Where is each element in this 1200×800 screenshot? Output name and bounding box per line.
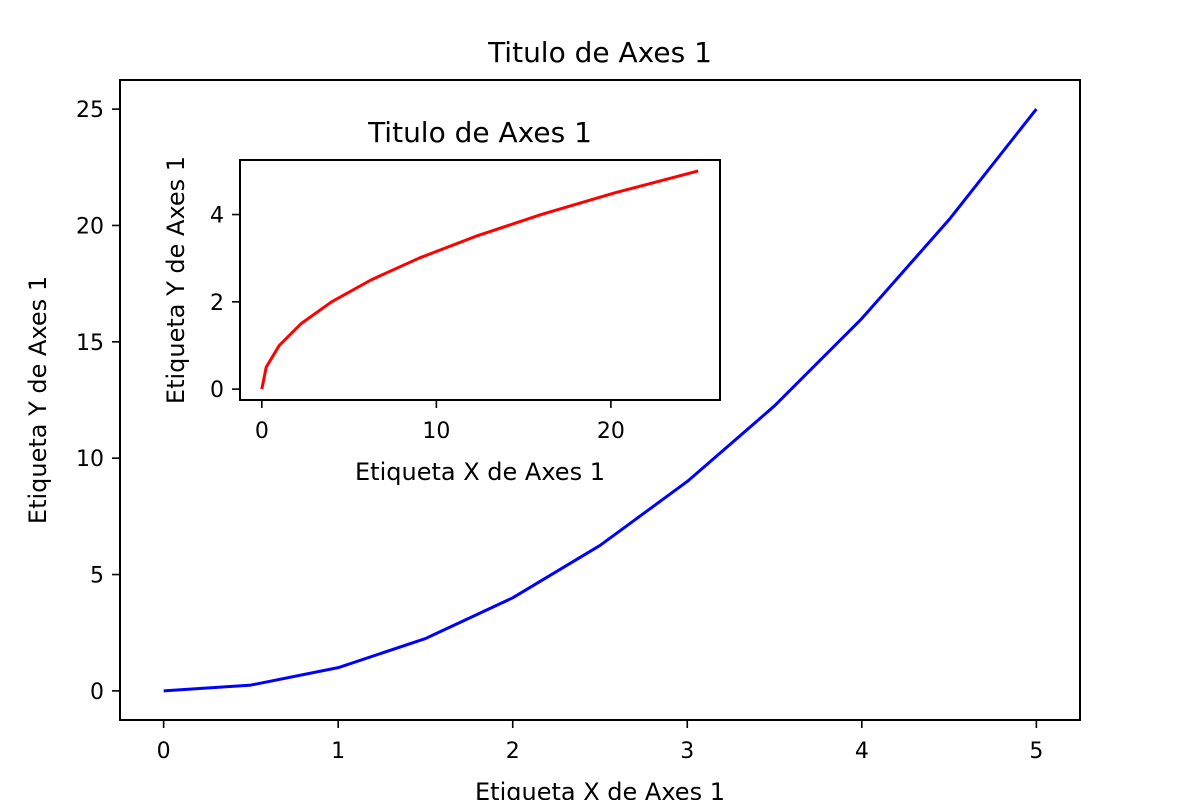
- inset-series: [260, 169, 699, 390]
- inset-x-label: Etiqueta X de Axes 1: [355, 458, 605, 486]
- main-x-tick-label-0: 0: [157, 739, 171, 764]
- main-y-ticks: 0 5 10 15 20 25: [76, 98, 120, 705]
- inset-y-tick-label-1: 2: [210, 291, 224, 316]
- inset-axes-frame: [239, 159, 721, 401]
- main-x-label: Etiqueta X de Axes 1: [475, 778, 725, 800]
- main-x-tick-label-4: 4: [855, 739, 869, 764]
- inset-y-tick-label-0: 0: [210, 378, 224, 403]
- inset-x-tick-label-1: 10: [422, 419, 450, 444]
- main-y-tick-label-0: 0: [90, 680, 104, 705]
- main-axes-frame: [119, 79, 1081, 721]
- main-x-tick-label-2: 2: [506, 739, 520, 764]
- main-y-tick-label-4: 20: [76, 214, 104, 239]
- inset-x-tick-label-0: 0: [255, 419, 269, 444]
- main-y-tick-label-5: 25: [76, 98, 104, 123]
- inset-y-label: Etiqueta Y de Axes 1: [162, 156, 190, 404]
- main-x-tick-label-3: 3: [680, 739, 694, 764]
- main-x-ticks: 0 1 2 3 4 5: [157, 720, 1043, 764]
- inset-y-ticks: 0 2 4: [210, 204, 240, 403]
- main-series: [163, 108, 1038, 693]
- main-series-line-0: [163, 108, 1038, 693]
- inset-series-line-0: [260, 169, 699, 390]
- main-x-tick-label-5: 5: [1029, 739, 1043, 764]
- inset-axes-background: [240, 160, 720, 400]
- main-y-tick-label-2: 10: [76, 447, 104, 472]
- inset-title: Titulo de Axes 1: [367, 116, 592, 149]
- inset-axes: 0 10 20 0 2 4 Titulo de Axes 1 Etiqueta X de…: [162, 116, 721, 486]
- inset-x-tick-label-2: 20: [597, 419, 625, 444]
- inset-y-tick-label-2: 4: [210, 204, 224, 229]
- main-x-tick-label-1: 1: [331, 739, 345, 764]
- main-title: Titulo de Axes 1: [487, 36, 712, 69]
- main-y-label: Etiqueta Y de Axes 1: [24, 276, 52, 524]
- main-y-tick-label-3: 15: [76, 331, 104, 356]
- inset-x-ticks: 0 10 20: [255, 400, 625, 444]
- main-y-tick-label-1: 5: [90, 564, 104, 589]
